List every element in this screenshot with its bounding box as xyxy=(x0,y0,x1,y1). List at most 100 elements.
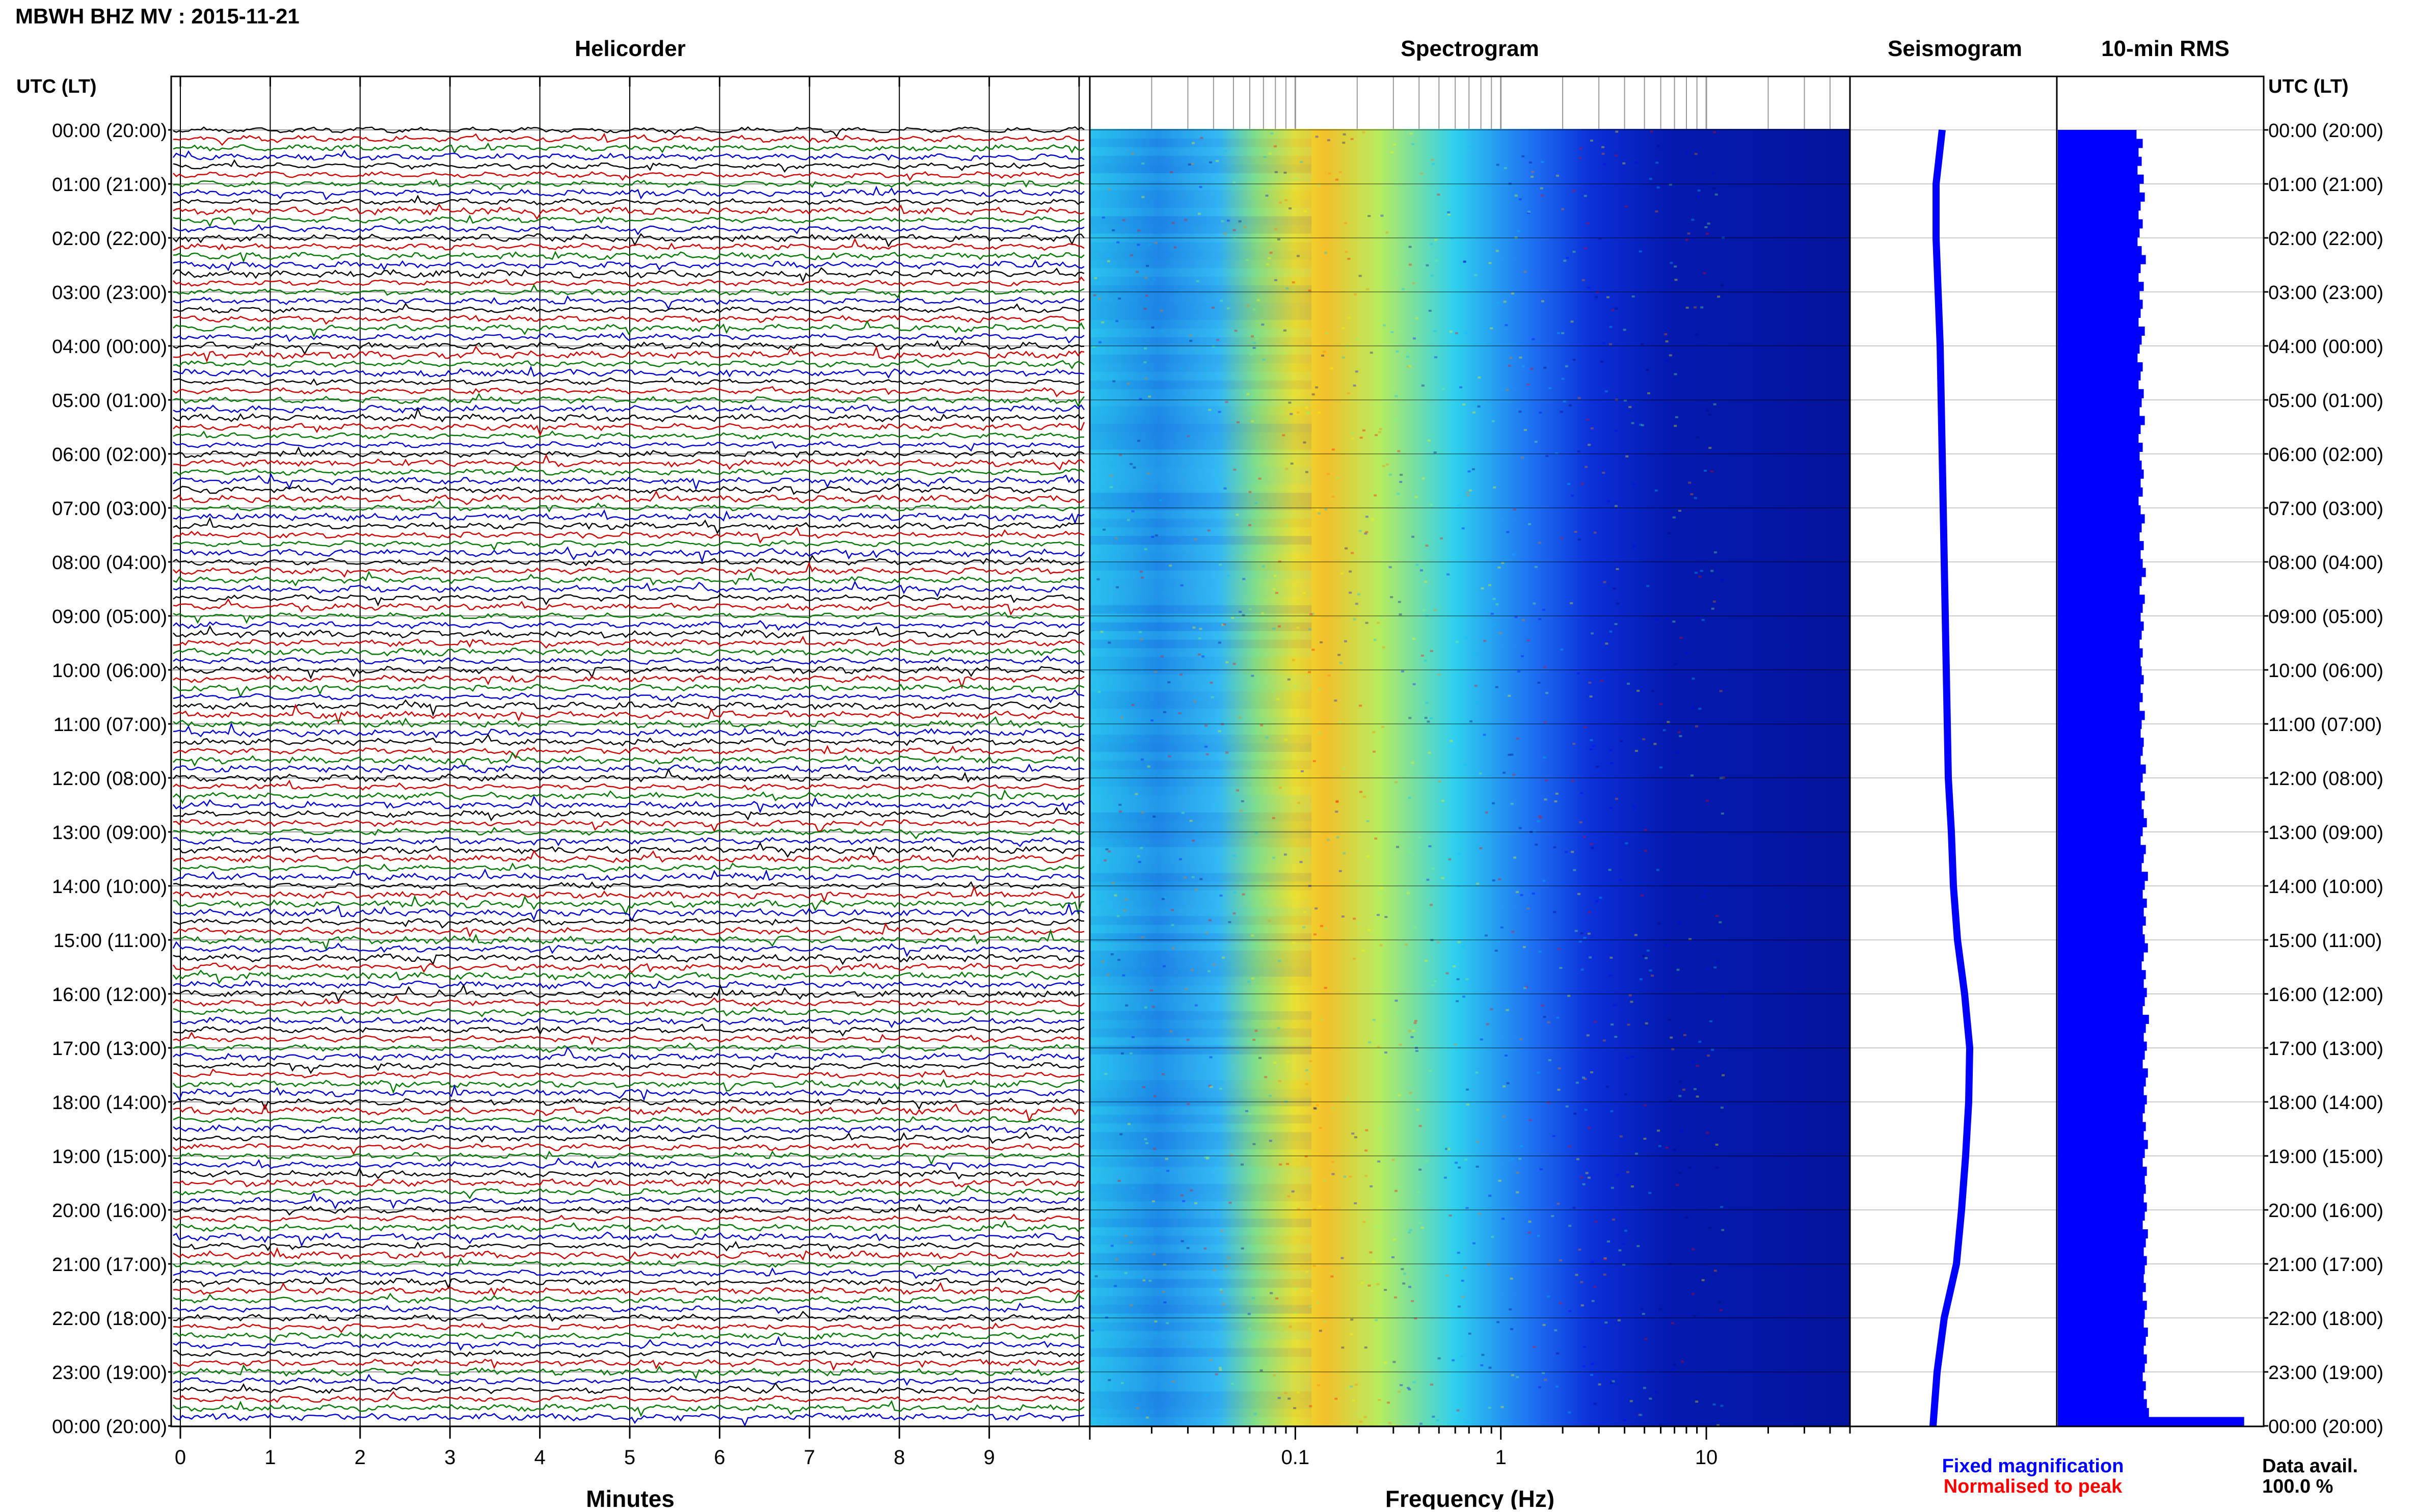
spectrogram-speckle xyxy=(1678,1095,1682,1097)
time-label-left: 04:00 (00:00) xyxy=(52,336,167,358)
spectrogram-speckle xyxy=(1685,307,1689,309)
spectrogram-speckle xyxy=(1274,228,1278,230)
spectrogram-speckle xyxy=(1527,1231,1531,1234)
rms-bar xyxy=(2058,1104,2145,1114)
spectrogram-texture-band xyxy=(1090,959,1312,968)
spectrogram-speckle xyxy=(1533,1345,1536,1348)
spectrogram-speckle xyxy=(1397,450,1401,452)
spectrogram-speckle xyxy=(1116,586,1119,588)
spectrogram-speckle xyxy=(1401,670,1404,672)
helicorder-trace xyxy=(173,320,1085,338)
spectrogram-speckle xyxy=(1277,625,1281,628)
spectrogram-speckle xyxy=(1517,230,1520,232)
spectrogram-speckle xyxy=(1144,1138,1147,1141)
spectrogram-speckle xyxy=(1619,879,1623,881)
spectrogram-speckle xyxy=(1204,724,1208,727)
spectrogram-texture-band xyxy=(1090,951,1312,960)
spectrogram-speckle xyxy=(1221,1081,1224,1084)
spectrogram-speckle xyxy=(1374,494,1377,497)
spectrogram-speckle xyxy=(1545,692,1548,694)
spectrogram-speckle xyxy=(1585,1172,1589,1174)
spectrogram-speckle xyxy=(1539,816,1543,819)
rms-bar xyxy=(2058,630,2142,640)
spectrogram-speckle xyxy=(1367,214,1371,217)
spectrogram-speckle xyxy=(1511,292,1514,295)
spectrogram-speckle xyxy=(1294,1312,1298,1314)
spectrogram-speckle xyxy=(1116,241,1120,244)
spectrogram-speckle xyxy=(1634,749,1638,752)
spectrogram-speckle xyxy=(1456,1000,1459,1003)
spectrogram-speckle xyxy=(1136,1407,1139,1410)
spectrogram-speckle xyxy=(1175,1422,1179,1424)
spectrogram-texture-band xyxy=(1090,864,1312,873)
spectrogram-speckle xyxy=(1177,714,1181,716)
rms-bar xyxy=(2058,335,2142,345)
spectrogram-speckle xyxy=(1379,944,1383,947)
time-label-right: 02:00 (22:00) xyxy=(2268,228,2383,250)
helicorder-x-tick-label: 8 xyxy=(894,1446,905,1469)
spectrogram-speckle xyxy=(1219,1369,1222,1371)
spectrogram-speckle xyxy=(1130,1304,1133,1307)
spectrogram-speckle xyxy=(1275,591,1278,594)
helicorder-trace xyxy=(173,704,1085,725)
spectrogram-panel xyxy=(1089,75,1851,1440)
spectrogram-speckle xyxy=(1226,575,1230,577)
helicorder-trace xyxy=(173,674,1085,689)
spectrogram-speckle xyxy=(1230,1383,1234,1385)
helicorder-trace xyxy=(173,689,1085,704)
spectrogram-speckle xyxy=(1468,1332,1471,1335)
spectrogram-texture-band xyxy=(1090,1383,1312,1392)
helicorder-trace xyxy=(173,540,1085,551)
spectrogram-speckle xyxy=(1505,324,1508,327)
spectrogram-texture-band xyxy=(1090,1391,1312,1400)
spectrogram-speckle xyxy=(1337,654,1341,656)
rms-bar xyxy=(2058,1095,2147,1104)
spectrogram-speckle xyxy=(1720,1206,1724,1208)
spectrogram-speckle xyxy=(1591,1363,1594,1365)
spectrogram-speckle xyxy=(1615,307,1618,310)
spectrogram-speckle xyxy=(1384,916,1388,919)
spectrogram-speckle xyxy=(1523,428,1527,431)
seismogram-grid xyxy=(1850,129,2057,1426)
spectrogram-speckle xyxy=(1628,406,1632,408)
helicorder-trace xyxy=(173,149,1085,161)
spectrogram-speckle xyxy=(1571,494,1574,497)
spectrogram-speckle xyxy=(1485,1118,1488,1120)
rms-bar xyxy=(2058,907,2144,917)
spectrogram-speckle xyxy=(1160,330,1164,332)
helicorder-trace xyxy=(173,509,1085,525)
spectrogram-speckle xyxy=(1096,1234,1099,1237)
spectrogram-speckle xyxy=(1252,346,1256,349)
spectrogram-speckle xyxy=(1314,907,1318,910)
spectrogram-speckle xyxy=(1409,132,1413,135)
spectrogram-speckle xyxy=(1218,641,1221,644)
spectrogram-speckle xyxy=(1706,967,1710,969)
spectrogram-speckle xyxy=(1357,922,1361,925)
spectrogram-speckle xyxy=(1610,762,1614,765)
rms-bar xyxy=(2058,1167,2147,1176)
spectrogram-speckle xyxy=(1350,138,1354,140)
spectrogram-speckle xyxy=(1706,410,1709,412)
spectrogram-speckle xyxy=(1715,1143,1719,1146)
time-label-left: 06:00 (02:00) xyxy=(52,444,167,466)
spectrogram-speckle xyxy=(1139,631,1142,633)
data-avail-value: 100.0 % xyxy=(2262,1476,2333,1497)
spectrogram-speckle xyxy=(1124,898,1128,901)
helicorder-trace xyxy=(173,953,1085,966)
spectrogram-speckle xyxy=(1106,974,1110,976)
rms-bar xyxy=(2058,943,2148,953)
spectrogram-speckle xyxy=(1145,294,1148,297)
time-label-right: 01:00 (21:00) xyxy=(2268,174,2383,196)
helicorder-trace xyxy=(173,1267,1085,1279)
helicorder-trace xyxy=(173,546,1085,563)
spectrogram-speckle xyxy=(1573,869,1576,871)
spectrogram-speckle xyxy=(1465,978,1469,981)
spectrogram-speckle xyxy=(1676,1184,1679,1186)
spectrogram-speckle xyxy=(1595,296,1598,299)
spectrogram-speckle xyxy=(1608,869,1612,871)
spectrogram-speckle xyxy=(1119,811,1122,813)
spectrogram-texture-band xyxy=(1090,890,1312,899)
spectrogram-speckle xyxy=(1305,407,1308,409)
spectrogram-speckle xyxy=(1493,486,1496,489)
spectrogram-texture-band xyxy=(1090,216,1312,225)
